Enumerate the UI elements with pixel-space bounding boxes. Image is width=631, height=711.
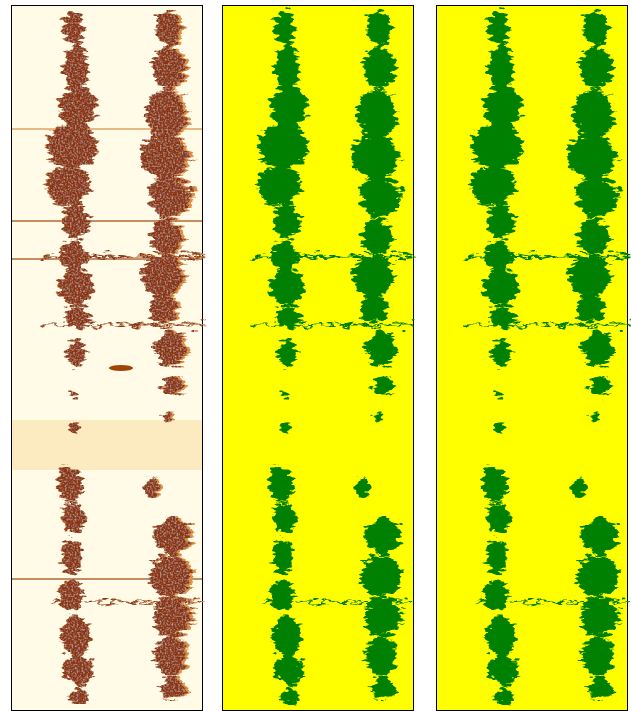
- page: {} html, body { margin: 0; padding: 0; b…: [0, 0, 631, 711]
- page-body: [0, 0, 631, 711]
- blob: [109, 365, 133, 371]
- faded-band: [12, 420, 202, 470]
- figure: [0, 0, 631, 711]
